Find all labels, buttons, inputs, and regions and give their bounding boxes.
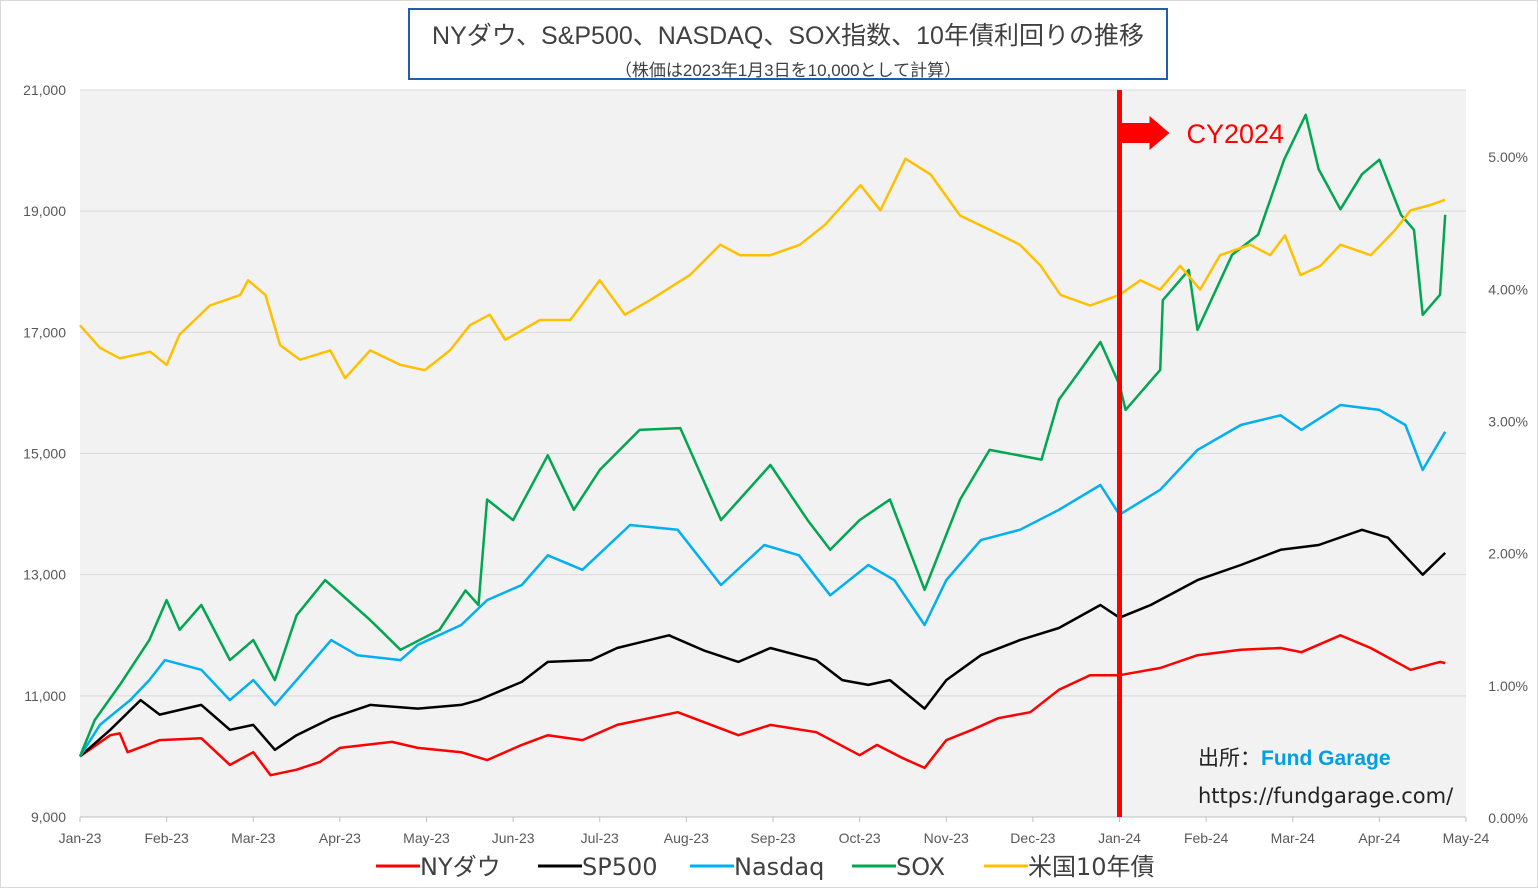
arrow-right-icon: [1119, 116, 1170, 150]
y-left-tick-label: 9,000: [31, 809, 66, 825]
x-tick-label: Feb-23: [144, 830, 189, 846]
source-label: 出所：Fund Garage: [1198, 746, 1391, 770]
y-right-tick-label: 5.00%: [1488, 149, 1528, 165]
chart-title: NYダウ、S&P500、NASDAQ、SOX指数、10年債利回りの推移: [432, 22, 1144, 50]
y-right-tick-label: 4.00%: [1488, 281, 1528, 297]
x-tick-label: Feb-24: [1184, 830, 1229, 846]
series-line-米国10年債: [79, 157, 1446, 380]
y-right-tick-label: 3.00%: [1488, 413, 1528, 429]
legend-label: Nasdaq: [734, 853, 824, 881]
y-right-tick-label: 0.00%: [1488, 810, 1528, 826]
series-line-Nasdaq: [78, 403, 1447, 758]
annotation-label: CY2024: [1187, 119, 1285, 149]
legend-label: SOX: [896, 853, 945, 881]
y-left-tick-label: 11,000: [24, 688, 66, 704]
source-name: Fund Garage: [1261, 747, 1391, 770]
y-left-tick-label: 17,000: [23, 324, 66, 340]
x-tick-label: May-24: [1443, 830, 1490, 846]
x-tick-label: Aug-23: [664, 830, 709, 846]
y-left-tick-label: 15,000: [23, 446, 66, 462]
y-right-tick-label: 1.00%: [1488, 678, 1528, 694]
x-tick-label: Jun-23: [492, 830, 535, 846]
series-line-SP500: [79, 528, 1447, 758]
series-line-SOX: [78, 113, 1447, 757]
source-url[interactable]: https://fundgarage.com/: [1198, 784, 1454, 808]
legend-label: 米国10年債: [1028, 853, 1155, 881]
chart-subtitle: （株価は2023年1月3日を10,000として計算）: [614, 61, 962, 80]
x-tick-label: Mar-23: [231, 830, 276, 846]
title-box: NYダウ、S&P500、NASDAQ、SOX指数、10年債利回りの推移 （株価は…: [408, 8, 1168, 80]
x-tick-label: May-23: [403, 830, 450, 846]
x-tick-label: Sep-23: [750, 830, 795, 846]
y-right-tick-label: 2.00%: [1488, 546, 1528, 562]
x-tick-label: Mar-24: [1271, 830, 1316, 846]
y-left-tick-label: 21,000: [23, 82, 66, 98]
x-tick-label: Jan-24: [1098, 830, 1141, 846]
legend-label: SP500: [582, 853, 658, 881]
y-left-tick-label: 19,000: [23, 203, 66, 219]
x-tick-label: Apr-24: [1358, 830, 1400, 846]
x-tick-label: Apr-23: [319, 830, 361, 846]
series-line-NYダウ: [79, 634, 1446, 777]
x-tick-label: Jan-23: [59, 830, 102, 846]
x-tick-label: Jul-23: [581, 830, 619, 846]
x-tick-label: Oct-23: [839, 830, 881, 846]
y-left-tick-label: 13,000: [23, 567, 66, 583]
legend-label: NYダウ: [420, 853, 501, 881]
x-tick-label: Dec-23: [1010, 830, 1055, 846]
x-tick-label: Nov-23: [924, 830, 969, 846]
